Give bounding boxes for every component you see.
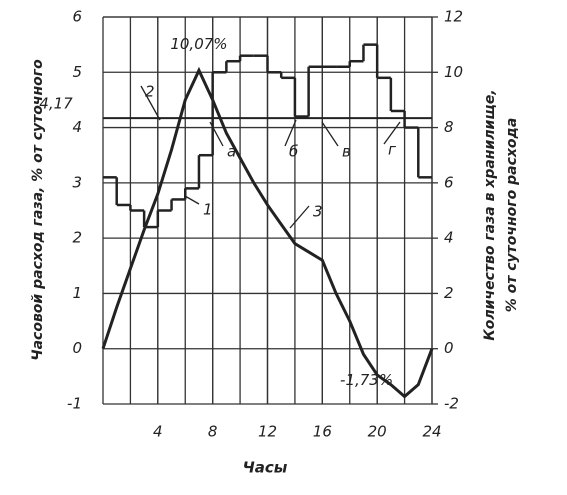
y2-axis-label: % от суточного расхода xyxy=(504,118,520,313)
leader-line xyxy=(289,205,310,229)
y2-axis-label: Количество газа в хранилище, xyxy=(482,89,498,340)
leader-line xyxy=(321,121,339,147)
y-tick-label: 0 xyxy=(72,339,82,357)
leader-line xyxy=(284,119,297,147)
annotation: 3 xyxy=(313,203,323,221)
x-tick-label: 20 xyxy=(368,423,387,441)
y-tick-label: 5 xyxy=(72,63,82,81)
annotation: г xyxy=(388,141,396,159)
y-tick-label: 6 xyxy=(72,8,82,26)
annotation: 1 xyxy=(203,201,213,219)
storage-curve xyxy=(101,66,434,399)
x-tick-label: 4 xyxy=(153,423,163,441)
leader-line xyxy=(209,121,224,147)
x-tick-label: 24 xyxy=(422,423,441,441)
y2-tick-label: 2 xyxy=(444,284,454,302)
annotation: а xyxy=(227,143,236,161)
y2-tick-label: 6 xyxy=(444,173,454,191)
y2-tick-label: 12 xyxy=(444,8,463,26)
y-tick-label: 3 xyxy=(72,173,82,191)
x-tick-label: 8 xyxy=(208,423,218,441)
y-axis-label: Часовой расход газа, % от суточного xyxy=(30,59,46,361)
y2-tick-label: 4 xyxy=(444,229,454,247)
y2-tick-label: 8 xyxy=(444,118,454,136)
y-tick-label: 1 xyxy=(72,284,82,302)
y-tick-label: 2 xyxy=(72,229,82,247)
leader-line xyxy=(184,195,200,205)
value-label: 10,07% xyxy=(170,35,227,53)
annotation: в xyxy=(342,143,351,161)
y2-tick-label: 0 xyxy=(444,339,454,357)
y-tick-label: 4 xyxy=(72,118,82,136)
y2-tick-label: -2 xyxy=(444,395,459,413)
x-axis-label: Часы xyxy=(243,459,288,477)
annotation: 2 xyxy=(145,83,155,101)
x-tick-label: 16 xyxy=(313,423,332,441)
leader-line xyxy=(140,85,161,121)
y2-tick-label: 10 xyxy=(444,63,463,81)
x-tick-label: 12 xyxy=(258,423,277,441)
leader-line xyxy=(383,121,401,145)
value-label: -1,73% xyxy=(340,371,393,389)
y-tick-label: -1 xyxy=(67,395,82,413)
average-label: 4,17 xyxy=(39,95,73,113)
annotation: б xyxy=(289,143,298,161)
